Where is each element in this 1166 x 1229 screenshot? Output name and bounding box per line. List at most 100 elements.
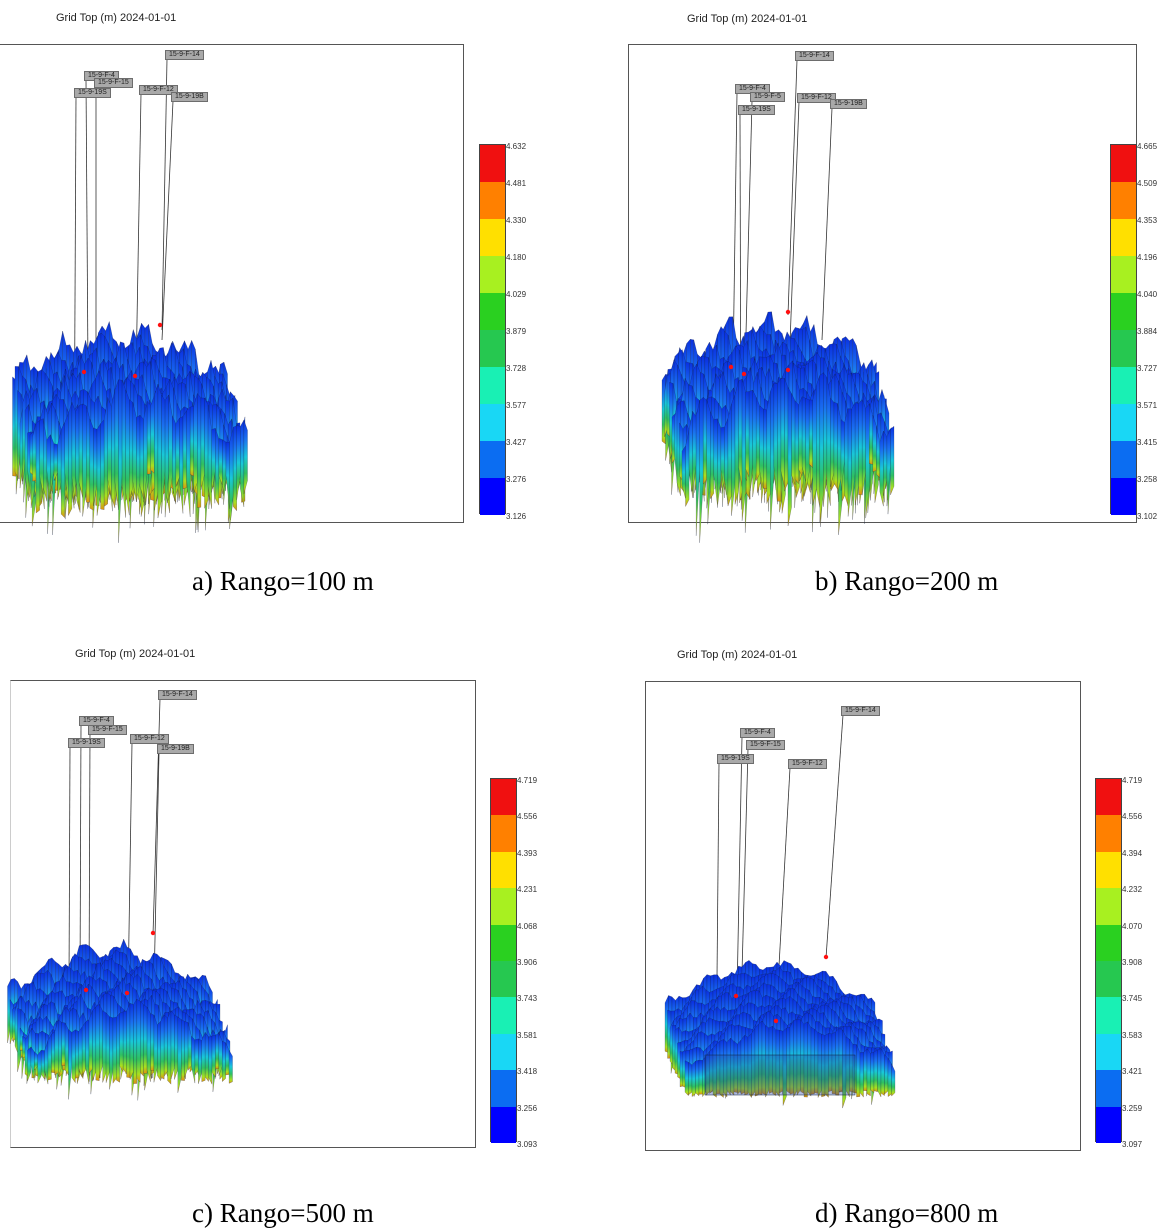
colorbar-tick-label: 4.040 (1137, 290, 1158, 299)
well-label: 15-9-F-5 (750, 92, 785, 102)
well-label: 15-9-F-14 (841, 706, 880, 716)
caption: c) Rango=500 m (192, 1198, 374, 1228)
colorbar-block (480, 330, 505, 367)
colorbar-block (1111, 293, 1136, 330)
colorbar-block (480, 404, 505, 441)
well-trajectory (161, 58, 168, 331)
colorbar-tick-label: 3.727 (1137, 364, 1158, 373)
well-label: 15-9-19S (717, 754, 754, 764)
colorbar-block (1096, 1033, 1121, 1071)
chart-title: Grid Top (m) 2024-01-01 (75, 648, 196, 660)
colorbar-block (480, 441, 505, 478)
colorbar-block (1096, 1070, 1121, 1107)
well-top-marker (823, 954, 829, 960)
surface-plot (12, 58, 248, 543)
panel-d: Grid Top (m) 2024-01-01 15-9-F-14 15-9-F-… (583, 614, 1166, 1228)
colorbar-block (1111, 367, 1136, 404)
surface-plot (661, 59, 895, 543)
well-trajectory (161, 100, 174, 341)
colorbar-block (491, 815, 516, 852)
colorbar-tick-label: 4.070 (1122, 921, 1143, 931)
colorbar-block (1096, 888, 1121, 925)
colorbar-tick-label: 3.906 (517, 958, 538, 967)
colorbar (479, 144, 506, 515)
colorbar-block (491, 851, 516, 889)
chart-title: Grid Top (m) 2024-01-01 (677, 649, 798, 661)
colorbar-block (491, 1106, 516, 1143)
colorbar (1110, 144, 1137, 515)
colorbar-block (1096, 851, 1121, 889)
colorbar-tick-label: 3.418 (517, 1067, 538, 1077)
colorbar-tick-label: 3.097 (1122, 1140, 1143, 1149)
well-label: 15-9-F-14 (158, 690, 197, 700)
surface-mesh (12, 321, 248, 543)
colorbar-tick-label: 4.180 (506, 253, 527, 262)
colorbar-tick-label: 4.481 (506, 179, 527, 188)
well-label: 15-9-F-12 (797, 93, 836, 103)
well-trajectory (744, 100, 753, 373)
colorbar-block (491, 1070, 516, 1107)
colorbar-block (1096, 961, 1121, 998)
colorbar-block (1111, 219, 1136, 256)
well-label: 15-9-19B (171, 92, 208, 102)
chart-title: Grid Top (m) 2024-01-01 (56, 12, 177, 24)
colorbar-tick-label: 4.029 (506, 290, 527, 299)
surface-mesh (664, 959, 896, 1109)
colorbar-tick-label: 3.427 (506, 438, 527, 447)
well-trajectory (825, 714, 844, 959)
colorbar-block (480, 293, 505, 330)
surface-mesh (661, 311, 895, 543)
colorbar-block (480, 256, 505, 293)
colorbar-tick-label: 3.571 (1137, 401, 1158, 410)
colorbar-tick-label: 4.556 (1122, 812, 1143, 822)
colorbar-tick-label: 3.421 (1122, 1067, 1143, 1077)
colorbar-block (1111, 256, 1136, 293)
well-top-marker (741, 371, 747, 377)
caption: d) Rango=800 m (815, 1198, 999, 1228)
colorbar-tick-label: 3.126 (506, 512, 527, 521)
well-top-marker (81, 369, 87, 375)
colorbar-tick-label: 4.231 (517, 885, 538, 895)
well-label: 15-9-F-12 (788, 759, 827, 769)
well-top-marker (733, 993, 739, 999)
well-label: 15-9-19B (830, 99, 867, 109)
well-trajectory (788, 101, 800, 371)
colorbar-tick-label: 4.330 (506, 216, 527, 225)
colorbar-tick-label: 3.415 (1137, 438, 1158, 447)
colorbar-tick-label: 3.258 (1137, 475, 1158, 484)
well-trajectory (68, 746, 71, 986)
colorbar-block (491, 924, 516, 961)
colorbar-block (1111, 145, 1136, 182)
well-top-marker (157, 322, 163, 328)
well-top-marker (132, 373, 138, 379)
colorbar-block (480, 478, 505, 515)
colorbar-block (1096, 815, 1121, 852)
colorbar-block (1111, 330, 1136, 367)
colorbar-block (1111, 478, 1136, 515)
surface-skirt (704, 1054, 856, 1096)
surface-plot (7, 698, 233, 1101)
colorbar-tick-label: 3.728 (506, 364, 527, 373)
colorbar-tick-label: 4.665 (1137, 142, 1158, 151)
panel-b: Grid Top (m) 2024-01-01 15-9-F-14 15-9-F-… (583, 0, 1166, 614)
well-label: 15-9-19S (68, 738, 105, 748)
panel-c: Grid Top (m) 2024-01-01 15-9-F-14 15-9-F-… (0, 614, 583, 1228)
well-label: 15-9-F-14 (165, 50, 204, 60)
colorbar-block (1111, 404, 1136, 441)
well-top-marker (785, 309, 791, 315)
well-top-marker (785, 367, 791, 373)
colorbar-tick-label: 3.908 (1122, 958, 1143, 967)
colorbar-block (480, 219, 505, 256)
well-top-marker (150, 930, 156, 936)
surface-mesh (7, 939, 233, 1101)
colorbar-tick-label: 4.196 (1137, 253, 1158, 262)
colorbar-tick-label: 3.884 (1137, 327, 1158, 336)
colorbar-tick-label: 4.556 (517, 812, 538, 822)
well-trajectory (135, 93, 142, 379)
well-top-marker (124, 990, 130, 996)
well-trajectory (79, 724, 82, 986)
well-label: 15-9-F-15 (94, 78, 133, 88)
well-label: 15-9-19S (738, 105, 775, 115)
caption: a) Rango=100 m (192, 566, 374, 596)
colorbar-tick-label: 3.743 (517, 994, 538, 1004)
